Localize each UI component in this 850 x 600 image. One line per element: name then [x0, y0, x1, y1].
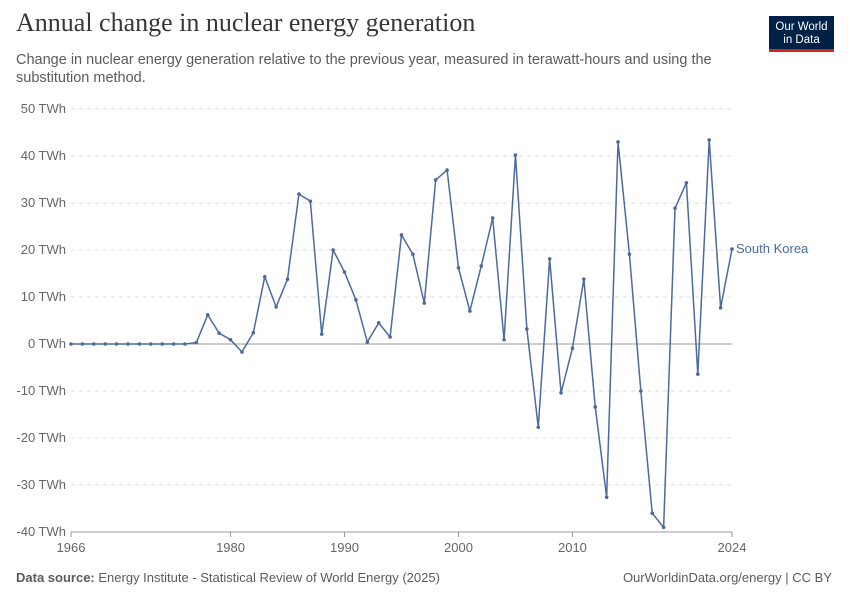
point	[148, 342, 153, 346]
point	[251, 330, 256, 335]
point	[308, 199, 313, 203]
point	[661, 525, 666, 530]
point	[582, 277, 586, 281]
point	[160, 342, 164, 346]
point	[479, 264, 484, 268]
point	[205, 313, 210, 317]
source: Data source: Energy Institute - Statisti…	[16, 570, 440, 585]
y-tick-label: 50 TWh	[21, 101, 66, 116]
point	[525, 327, 529, 331]
y-tick-label: -40 TWh	[16, 524, 66, 539]
point	[559, 391, 563, 395]
y-tick-label: -20 TWh	[16, 430, 66, 445]
logo-text: in Data	[783, 34, 820, 46]
source-label: Data source:	[16, 570, 95, 585]
x-tick-label: 1990	[330, 540, 359, 555]
point	[365, 340, 370, 344]
point	[126, 342, 130, 346]
point	[616, 140, 620, 144]
source-text: Energy Institute - Statistical Review of…	[98, 570, 440, 585]
point	[183, 342, 187, 346]
point	[399, 233, 404, 237]
chart-title: Annual change in nuclear energy generati…	[16, 8, 475, 37]
point	[171, 342, 176, 346]
point	[240, 350, 244, 354]
point	[639, 389, 643, 393]
x-tick-label: 2010	[558, 540, 587, 555]
point	[468, 309, 472, 313]
point	[422, 301, 427, 305]
point	[502, 337, 506, 342]
point	[536, 425, 541, 429]
point	[354, 298, 358, 302]
logo	[769, 16, 834, 51]
x-tick-label: 1980	[216, 540, 245, 555]
point	[684, 180, 689, 185]
point	[627, 252, 632, 257]
y-tick-label: 10 TWh	[21, 289, 66, 304]
credit: OurWorldinData.org/energy | CC BY	[623, 570, 832, 585]
subtitle-box: Change in nuclear energy generation rela…	[16, 52, 712, 86]
point	[262, 274, 267, 279]
point	[91, 342, 96, 346]
point	[217, 331, 221, 335]
point	[433, 178, 438, 182]
x-tick-label: 2024	[718, 540, 747, 555]
x-tick-label: 1966	[57, 540, 86, 555]
point	[490, 216, 495, 220]
point	[319, 332, 324, 336]
point	[445, 168, 449, 172]
y-tick-label: 30 TWh	[21, 195, 66, 210]
series-line	[71, 139, 733, 530]
y-tick-label: 0 TWh	[28, 336, 66, 351]
y-tick-label: -30 TWh	[16, 477, 66, 492]
chart-subtitle: Change in nuclear energy generation rela…	[16, 52, 712, 86]
point	[673, 206, 677, 210]
point	[650, 511, 655, 515]
series-label: South Korea	[736, 241, 809, 256]
point	[456, 266, 461, 270]
point	[718, 306, 723, 310]
point	[411, 252, 415, 257]
point	[194, 340, 199, 345]
point	[69, 342, 73, 346]
point	[285, 277, 290, 281]
point	[696, 372, 700, 376]
point	[513, 153, 518, 157]
point	[707, 138, 712, 142]
y-tick-label: -10 TWh	[16, 383, 66, 398]
point	[297, 192, 301, 196]
point	[593, 405, 598, 409]
point	[730, 247, 734, 251]
point	[331, 248, 335, 252]
logo-bar	[769, 49, 834, 52]
point	[137, 342, 142, 346]
logo-text: Our World	[775, 21, 827, 33]
point	[103, 342, 107, 346]
point	[547, 257, 552, 261]
point	[342, 270, 347, 274]
y-tick-label: 40 TWh	[21, 148, 66, 163]
y-tick-label: 20 TWh	[21, 242, 66, 257]
point	[388, 335, 392, 339]
point	[274, 305, 278, 309]
point	[114, 342, 119, 346]
point	[80, 342, 85, 346]
point	[228, 337, 233, 342]
point	[570, 346, 575, 351]
x-tick-label: 2000	[444, 540, 473, 555]
point	[604, 495, 609, 500]
point	[376, 321, 381, 325]
